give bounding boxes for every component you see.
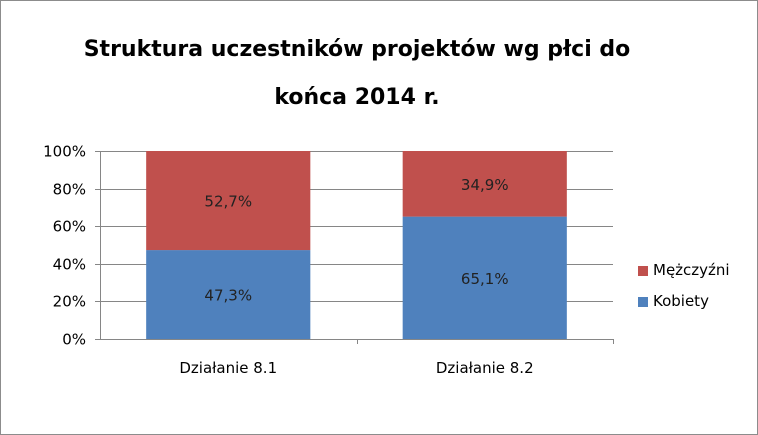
data-label: 65,1% (461, 270, 509, 288)
y-tick-label: 100% (43, 143, 86, 161)
bar-segment-women (402, 216, 567, 339)
chart-title-line-2: końca 2014 r. (274, 85, 440, 110)
x-category-label: Działanie 8.2 (436, 359, 534, 377)
bar-segment-men (402, 151, 567, 217)
legend-swatch-women (638, 297, 648, 307)
legend-label-men: Mężczyźni (653, 261, 730, 279)
y-tick-label: 40% (53, 256, 86, 274)
data-label: 47,3% (204, 287, 252, 305)
y-tick-label: 0% (62, 331, 86, 349)
data-label: 34,9% (461, 176, 509, 194)
y-tick-label: 80% (53, 181, 86, 199)
y-tick-label: 60% (53, 218, 86, 236)
legend-label-women: Kobiety (653, 292, 709, 310)
y-tick-label: 20% (53, 293, 86, 311)
legend-swatch-men (638, 266, 648, 276)
bar-segment-men (146, 151, 311, 251)
data-label: 52,7% (204, 193, 252, 211)
x-category-label: Działanie 8.1 (179, 359, 277, 377)
bar-segment-women (146, 250, 311, 339)
chart-title-line-1: Struktura uczestników projektów wg płci … (83, 37, 631, 62)
